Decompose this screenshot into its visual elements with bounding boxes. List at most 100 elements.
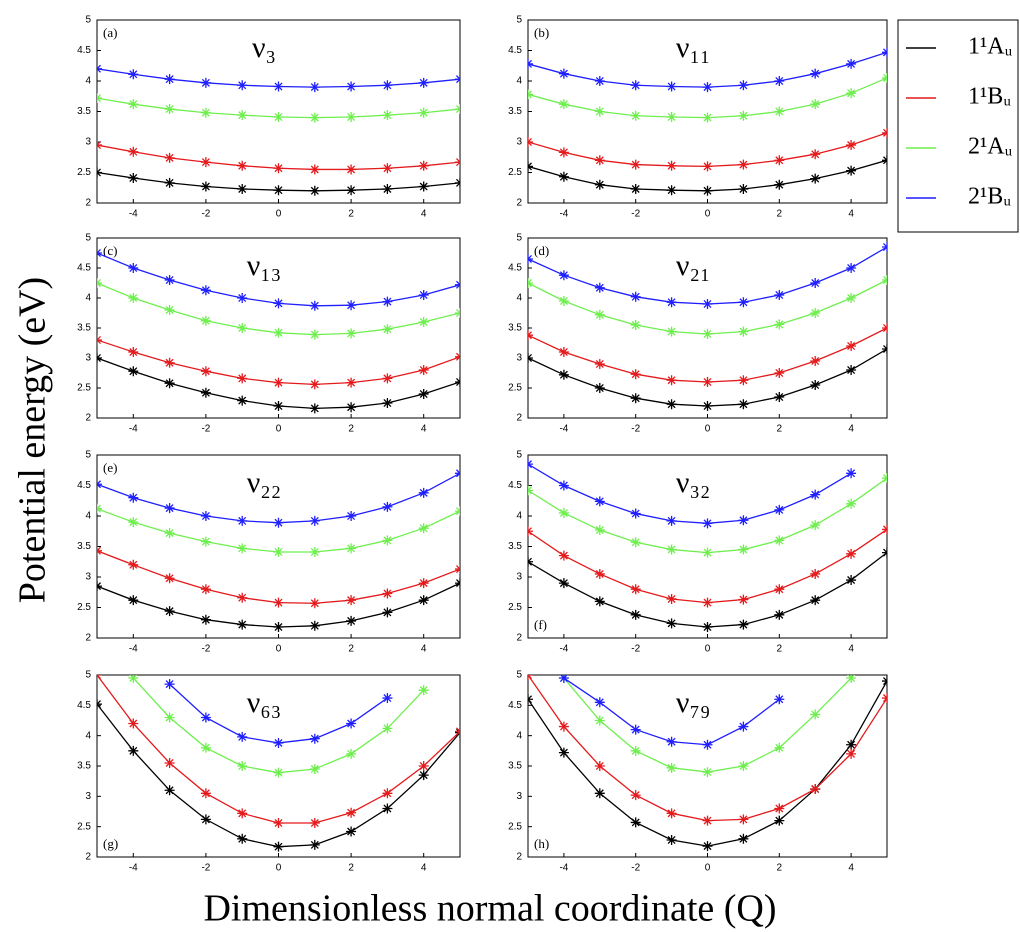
asterisk-marker — [702, 82, 713, 93]
asterisk-marker — [418, 487, 429, 498]
asterisk-marker — [346, 807, 357, 818]
asterisk-marker — [164, 679, 175, 690]
asterisk-marker — [309, 379, 320, 390]
x-tick-label: -4 — [129, 863, 138, 874]
asterisk-marker — [666, 762, 677, 773]
asterisk-marker — [97, 278, 102, 288]
y-tick-label: 2.5 — [77, 602, 91, 613]
asterisk-marker — [128, 99, 139, 110]
asterisk-marker — [882, 323, 887, 333]
asterisk-marker — [97, 503, 102, 514]
panel-title: ν₃₂ — [676, 466, 710, 499]
x-tick-label: 4 — [848, 863, 854, 874]
asterisk-marker — [558, 296, 569, 306]
asterisk-marker — [810, 489, 821, 500]
asterisk-marker — [810, 595, 821, 606]
asterisk-marker — [309, 598, 320, 609]
asterisk-marker — [774, 535, 785, 546]
y-tick-label: 3.5 — [508, 761, 522, 772]
asterisk-marker — [455, 506, 460, 517]
asterisk-marker — [666, 808, 677, 819]
asterisk-marker — [528, 694, 533, 705]
asterisk-marker — [702, 739, 713, 750]
asterisk-marker — [418, 290, 429, 300]
asterisk-marker — [418, 595, 429, 606]
x-tick-label: -2 — [631, 424, 640, 435]
asterisk-marker — [382, 535, 393, 546]
panel: 2 2.5 3 3.5 4 4.5 5 -4 -2 0 2 4 ν₁₃ (c) — [77, 233, 461, 435]
asterisk-marker — [630, 80, 641, 91]
asterisk-marker — [273, 546, 284, 557]
y-tick-label: 4 — [516, 730, 522, 741]
asterisk-marker — [128, 293, 139, 303]
asterisk-marker — [882, 344, 887, 354]
x-tick-label: -4 — [559, 424, 568, 435]
asterisk-marker — [97, 63, 102, 74]
asterisk-marker — [455, 564, 460, 575]
asterisk-marker — [558, 675, 569, 684]
asterisk-marker — [846, 263, 857, 273]
asterisk-marker — [164, 785, 175, 796]
asterisk-marker — [774, 504, 785, 515]
asterisk-marker — [594, 76, 605, 86]
asterisk-marker — [97, 699, 102, 710]
asterisk-marker — [558, 721, 569, 732]
asterisk-marker — [810, 173, 821, 184]
asterisk-marker — [666, 618, 677, 629]
asterisk-marker — [346, 185, 357, 196]
asterisk-marker — [738, 814, 749, 825]
panel-label: (b) — [534, 25, 549, 40]
legend-label: 1¹Bᵤ — [968, 84, 1011, 110]
asterisk-marker — [346, 615, 357, 626]
asterisk-marker — [455, 726, 460, 737]
x-tick-label: -2 — [201, 424, 210, 435]
x-tick-label: 0 — [276, 863, 282, 874]
x-tick-label: -4 — [129, 644, 138, 655]
asterisk-marker — [128, 492, 139, 503]
y-tick-label: 4 — [516, 511, 522, 522]
panel: 2 2.5 3 3.5 4 4.5 5 -4 -2 0 2 4 ν₂₂ (e) — [77, 450, 461, 655]
asterisk-marker — [666, 160, 677, 171]
y-tick-label: 3 — [516, 791, 522, 802]
y-tick-label: 2.5 — [508, 383, 522, 394]
asterisk-marker — [128, 675, 139, 684]
asterisk-marker — [594, 525, 605, 536]
asterisk-marker — [309, 329, 320, 340]
x-tick-label: -4 — [129, 424, 138, 435]
y-tick-label: 5 — [516, 450, 522, 461]
asterisk-marker — [846, 748, 857, 759]
panel: 2 2.5 3 3.5 4 4.5 5 -4 -2 0 2 4 ν₁₁ (b) — [508, 15, 888, 220]
x-tick-label: 2 — [348, 424, 354, 435]
y-tick-label: 4.5 — [508, 45, 522, 56]
y-tick-label: 5 — [516, 15, 522, 26]
asterisk-marker — [528, 485, 533, 496]
asterisk-marker — [630, 790, 641, 801]
asterisk-marker — [309, 300, 320, 311]
asterisk-marker — [738, 183, 749, 194]
legend-label: 1¹Aᵤ — [968, 34, 1013, 60]
asterisk-marker — [594, 179, 605, 190]
panel-title: ν₂₂ — [247, 466, 281, 499]
asterisk-marker — [810, 709, 821, 720]
asterisk-marker — [309, 185, 320, 196]
asterisk-marker — [346, 595, 357, 606]
asterisk-marker — [237, 731, 248, 742]
y-axis-label: Potential energy (eV) — [12, 277, 54, 603]
asterisk-marker — [382, 373, 393, 384]
y-tick-label: 3.5 — [77, 323, 91, 334]
asterisk-marker — [528, 556, 533, 567]
asterisk-marker — [882, 127, 887, 138]
asterisk-marker — [666, 515, 677, 526]
y-tick-label: 4 — [516, 76, 522, 87]
asterisk-marker — [702, 112, 713, 123]
asterisk-marker — [237, 110, 248, 121]
panel-title: ν₁₁ — [676, 31, 710, 64]
asterisk-marker — [630, 183, 641, 194]
asterisk-marker — [164, 74, 175, 85]
asterisk-marker — [346, 300, 357, 311]
asterisk-marker — [846, 468, 857, 479]
asterisk-marker — [702, 547, 713, 558]
asterisk-marker — [128, 347, 139, 357]
asterisk-marker — [702, 622, 713, 633]
panel-label: (c) — [103, 243, 117, 258]
